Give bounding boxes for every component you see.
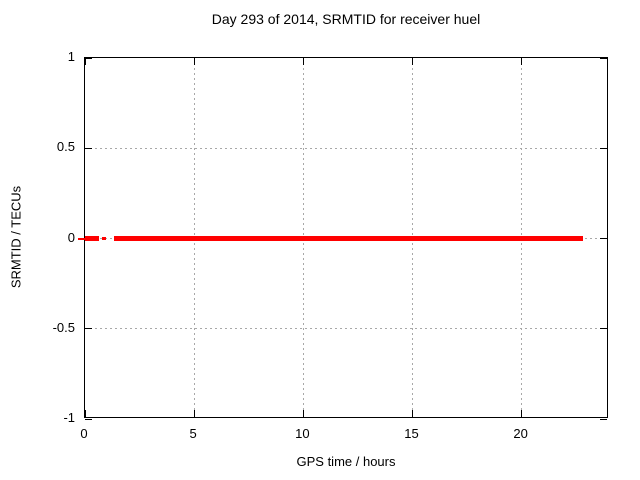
x-tick-label: 0 <box>80 426 88 441</box>
x-tick-label: 5 <box>189 426 197 441</box>
y-gridline <box>85 147 607 149</box>
y-tick-left <box>85 328 92 330</box>
x-tick-bottom <box>193 410 195 417</box>
y-tick-label: -1 <box>63 410 75 425</box>
x-tick-bottom <box>412 410 413 417</box>
x-tick-label: 15 <box>404 426 419 441</box>
x-tick-top <box>521 58 523 65</box>
x-tick-bottom <box>84 410 86 417</box>
y-tick-right <box>600 147 607 149</box>
y-gridline <box>85 328 607 330</box>
y-tick-left <box>85 57 92 59</box>
y-tick-right <box>600 57 607 59</box>
y-tick-left <box>85 147 92 149</box>
y-tick-label: 0 <box>67 229 75 245</box>
x-tick-top <box>193 58 195 65</box>
y-tick-right <box>600 328 607 330</box>
x-tick-bottom <box>302 410 304 417</box>
data-segment <box>78 237 85 240</box>
chart-title: Day 293 of 2014, SRMTID for receiver hue… <box>211 11 481 27</box>
x-tick-label: 10 <box>295 426 310 441</box>
x-tick-label: 20 <box>513 426 528 441</box>
y-tick-right <box>600 418 607 420</box>
y-tick-label: 0.5 <box>56 139 75 155</box>
y-tick-label: -0.5 <box>52 319 75 335</box>
x-tick-bottom <box>521 410 523 417</box>
data-segment <box>85 236 100 241</box>
data-segment <box>102 237 106 240</box>
x-tick-top <box>302 58 304 65</box>
x-tick-top <box>412 58 413 65</box>
y-tick-right <box>600 238 607 239</box>
y-tick-label: 1 <box>67 49 75 64</box>
y-tick-left <box>85 418 92 420</box>
plot-area <box>78 57 608 420</box>
data-segment <box>114 236 583 241</box>
x-tick-top <box>84 58 86 65</box>
x-axis-label: GPS time / hours <box>296 454 396 469</box>
